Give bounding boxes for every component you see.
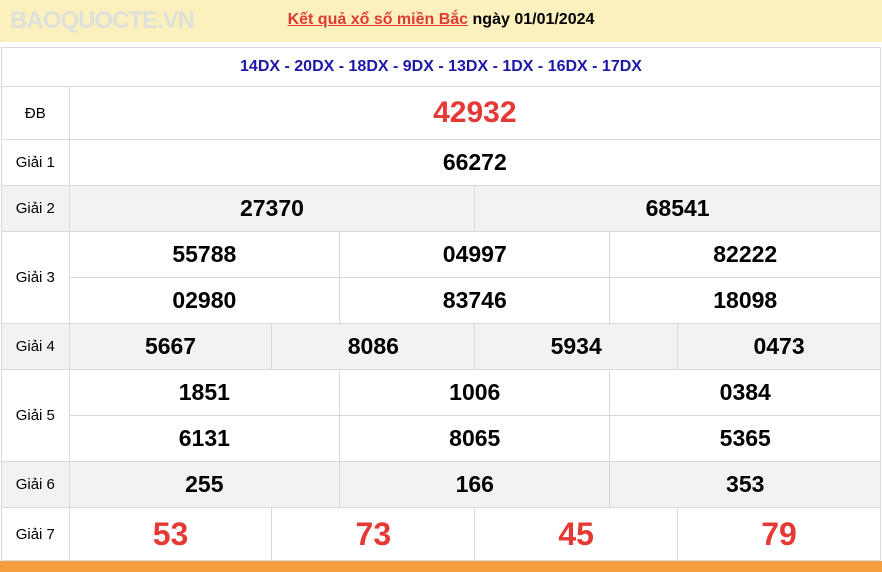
prize-label: Giải 4 [1,323,70,370]
prize-number: 02980 [68,277,341,324]
prize-number: 45 [474,507,679,561]
prize-number: 0473 [677,323,881,370]
prize-number: 68541 [474,185,881,232]
prize-number: 79 [677,507,881,561]
prize-number: 18098 [609,277,881,324]
results-table: 14DX - 20DX - 18DX - 9DX - 13DX - 1DX - … [1,47,882,561]
prize-number: 53 [68,507,273,561]
prize-label: Giải 7 [1,507,70,561]
prize-number: 5667 [68,323,273,370]
prize-label: Giải 2 [1,185,70,232]
prize-label: Giải 5 [1,369,70,462]
prize-label: Giải 3 [1,231,70,324]
prize-label: ĐB [1,86,70,140]
page-header: Kết quả xổ số miền Bắc ngày 01/01/2024 [0,0,882,42]
prize-number: 66272 [68,139,882,186]
prize-number: 0384 [609,369,881,416]
special-prize-number: 42932 [68,86,882,140]
prize-number: 8086 [271,323,476,370]
prize-label: Giải 1 [1,139,70,186]
prize-number: 353 [609,461,881,508]
prize-number: 83746 [339,277,611,324]
prize-number: 27370 [68,185,476,232]
prize-number: 1006 [339,369,611,416]
prize-number: 1851 [68,369,341,416]
prize-number: 6131 [68,415,341,462]
prize-number: 8065 [339,415,611,462]
special-codes: 14DX - 20DX - 18DX - 9DX - 13DX - 1DX - … [1,47,881,87]
prize-number: 73 [271,507,476,561]
footer-bar [0,561,882,572]
prize-number: 5365 [609,415,881,462]
prize-number: 82222 [609,231,881,278]
prize-number: 55788 [68,231,341,278]
results-link[interactable]: Kết quả xổ số miền Bắc [287,11,469,28]
prize-number: 166 [339,461,611,508]
date-text: ngày 01/01/2024 [472,11,595,28]
prize-number: 04997 [339,231,611,278]
prize-label: Giải 6 [1,461,70,508]
prize-number: 255 [68,461,341,508]
prize-number: 5934 [474,323,679,370]
